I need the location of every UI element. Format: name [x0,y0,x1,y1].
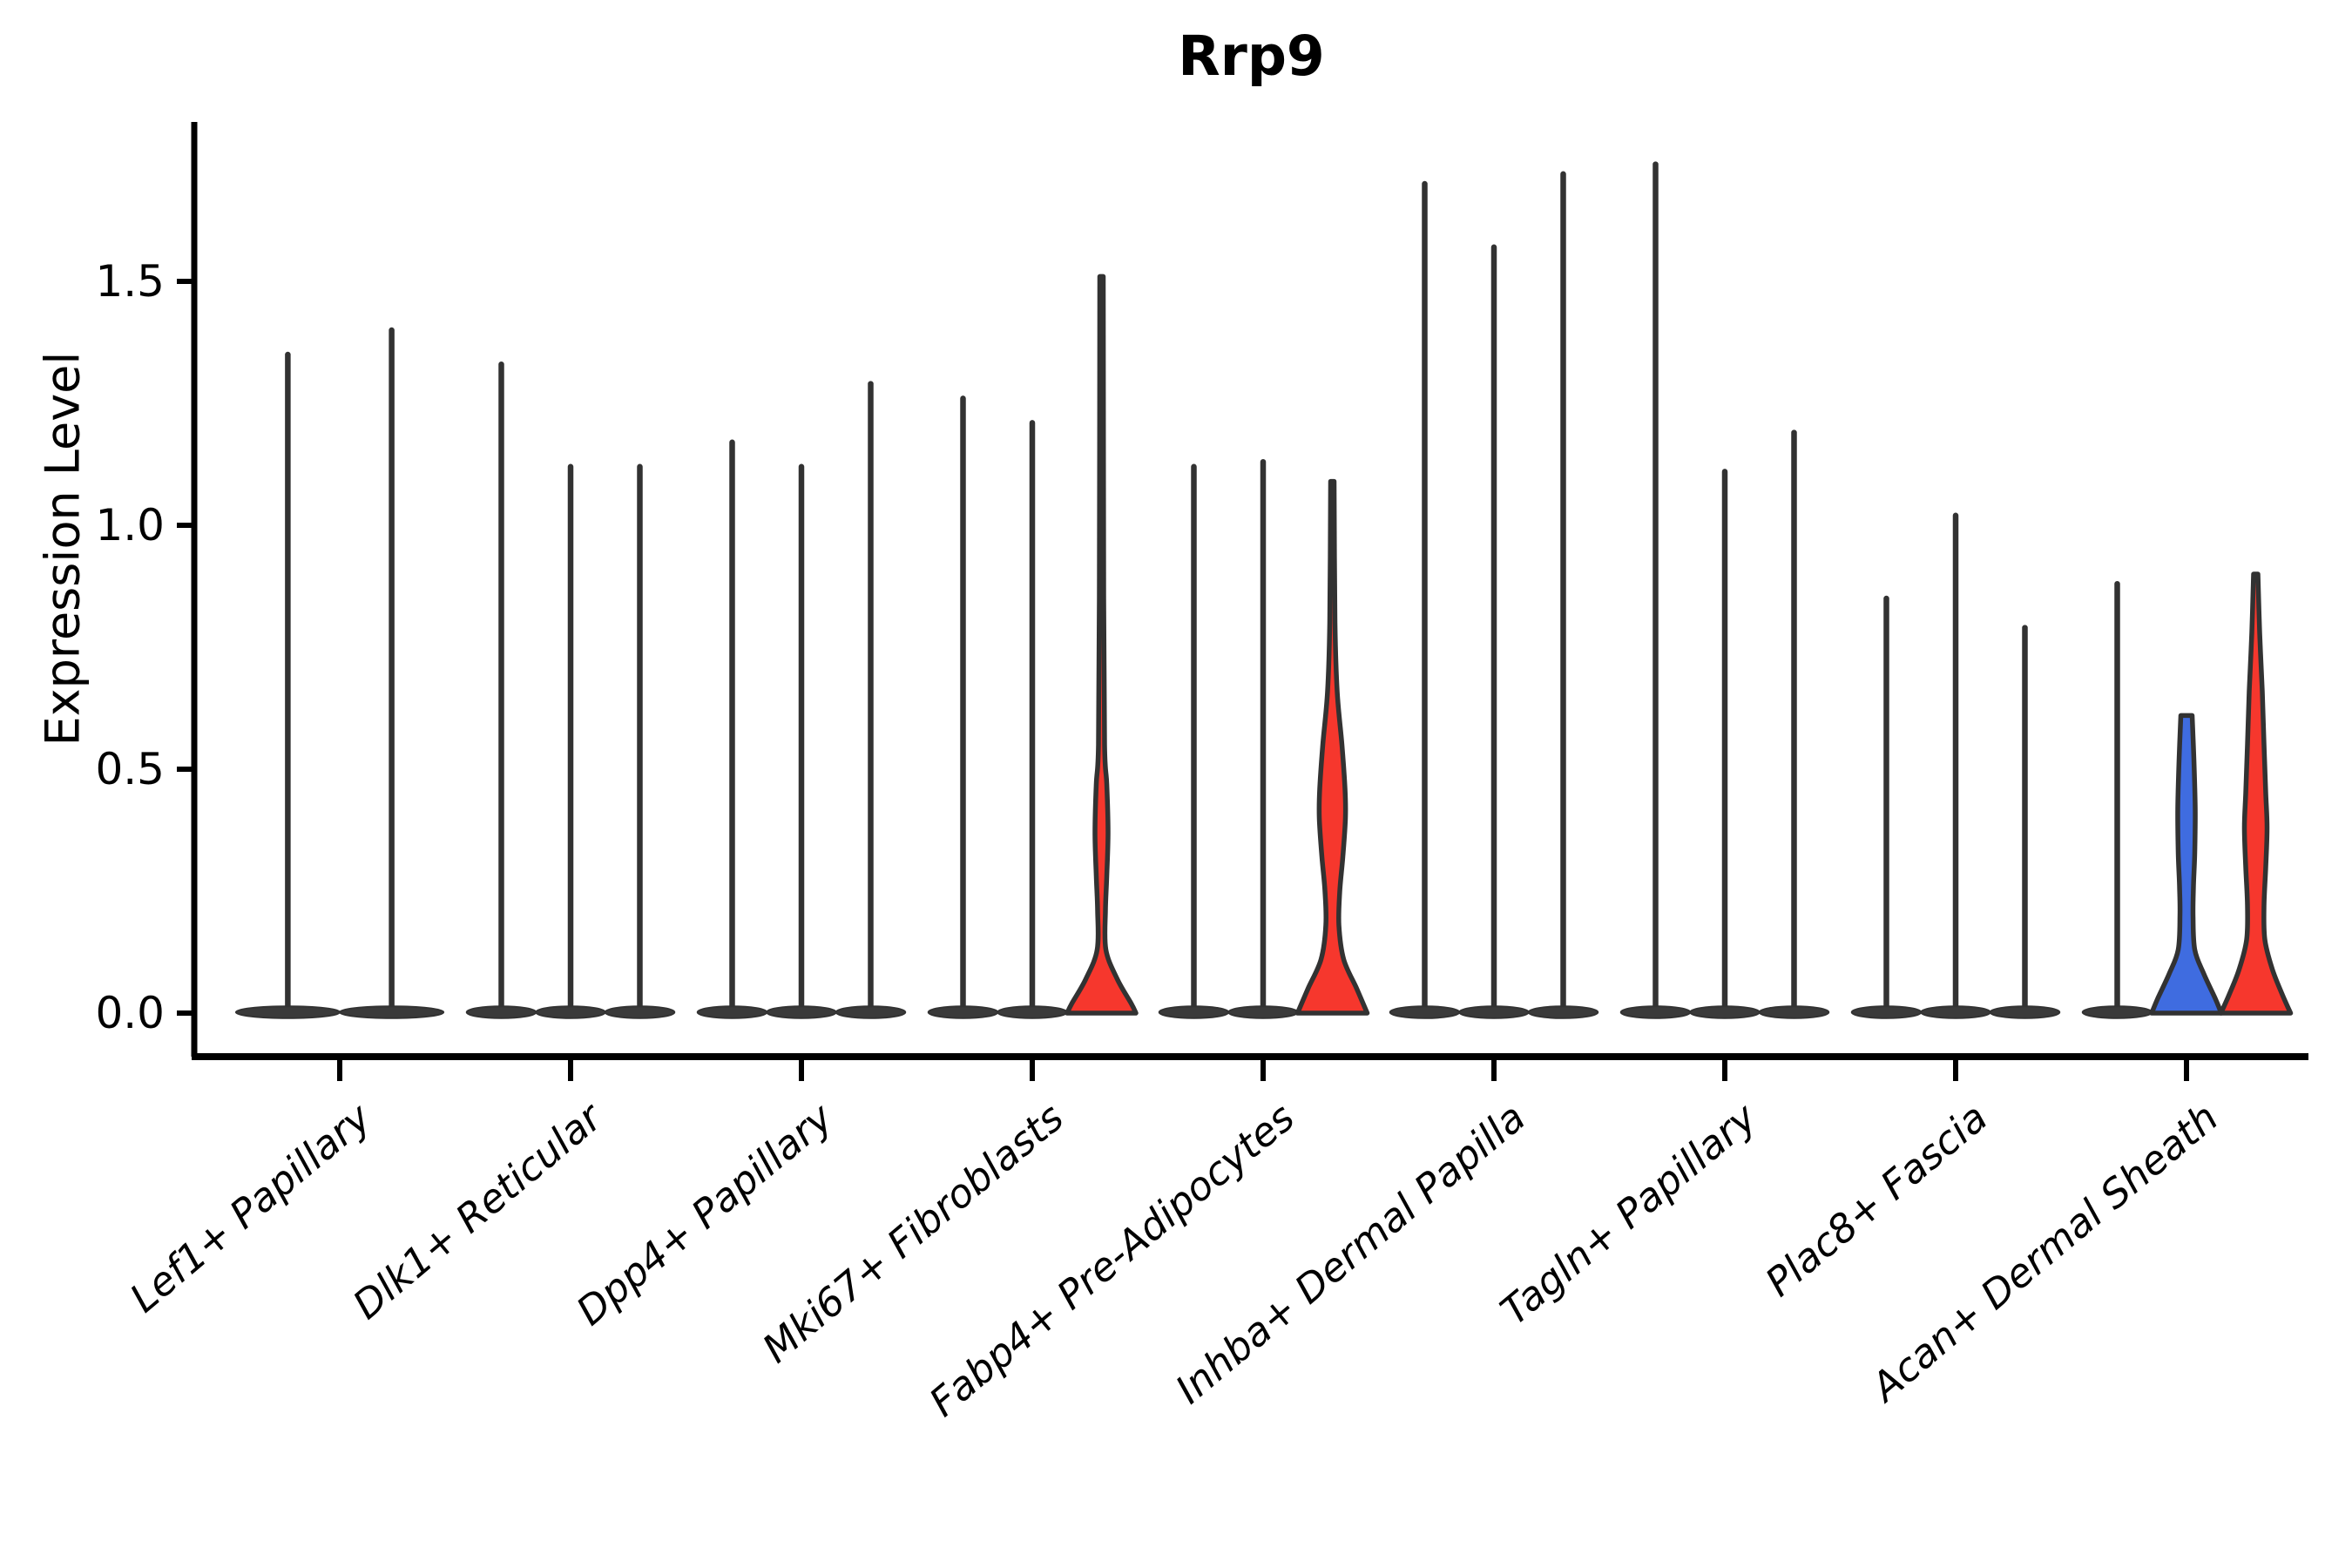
violin-body-red [1064,274,1139,1016]
violin-base [1758,1005,1830,1019]
violin-body-red [2218,571,2294,1016]
violin-base [234,1005,341,1019]
violin-base [1850,1005,1923,1019]
violin-base [535,1005,606,1019]
violin-base [1458,1005,1530,1019]
violin-base [1158,1005,1230,1019]
violin-base [1920,1005,1991,1019]
violin-base [2081,1005,2153,1019]
violin-base [766,1005,837,1019]
violin-base [1227,1005,1299,1019]
violin-base [927,1005,999,1019]
y-tick-label: 0.5 [95,744,165,794]
violin-base [1619,1005,1692,1019]
violin-base [1389,1005,1461,1019]
violin-body-blue [2149,713,2224,1016]
y-tick-label: 1.0 [95,500,165,551]
violin-base [835,1005,907,1019]
violin-base [1989,1005,2061,1019]
y-tick-label: 0.0 [95,988,165,1038]
violin-base [1527,1005,1599,1019]
y-tick-label: 1.5 [95,256,165,307]
violin-body-red [1294,478,1370,1016]
violin-base [465,1005,537,1019]
chart-title: Rrp9 [1178,24,1325,88]
violin-base [696,1005,768,1019]
violin-base [604,1005,676,1019]
violin-base [997,1005,1068,1019]
violin-base [1689,1005,1761,1019]
violin-base [339,1005,445,1019]
